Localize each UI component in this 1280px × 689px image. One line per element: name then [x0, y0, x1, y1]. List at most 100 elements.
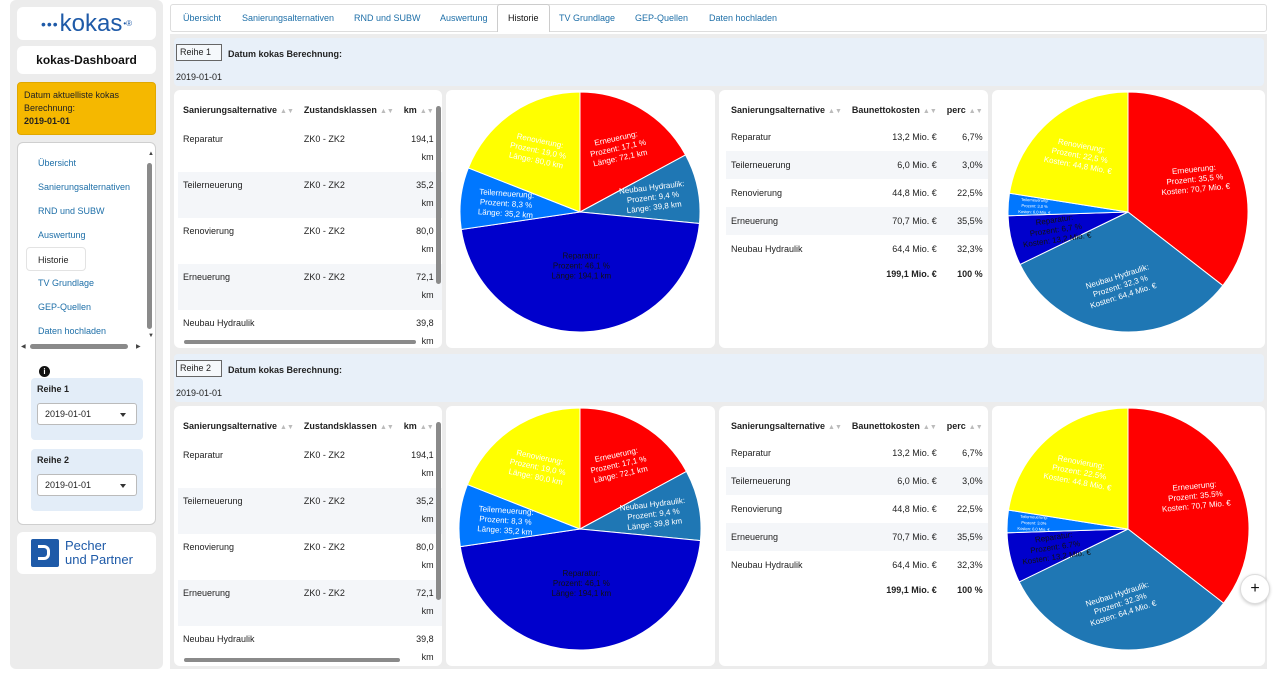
pie-slice-renovierung[interactable]	[466, 407, 581, 530]
main-content: Reihe 1 Datum kokas Berechnung: 2019-01-…	[170, 34, 1267, 669]
scroll-right-arrow-icon[interactable]: ▶	[136, 344, 141, 350]
sidebar-item-auswertung[interactable]: Auswertung	[38, 230, 86, 240]
chevron-down-icon	[120, 413, 126, 417]
table-row: Erneuerung ZK0 - ZK2 72,1 km	[178, 580, 442, 626]
table-row: Erneuerung 70,7 Mio. € 35,5%	[726, 207, 988, 235]
sidebar-item-gep-quellen[interactable]: GEP-Quellen	[38, 302, 92, 312]
tab-historie[interactable]: Historie	[497, 4, 550, 32]
cell-km-unit: km	[421, 198, 434, 208]
pie-slice-neubau-hydraulik[interactable]	[1018, 528, 1225, 651]
row1-length-pie-chart: Erneuerung:Prozent: 17,1 %Länge: 72,1 km…	[459, 91, 701, 333]
tab-daten-hochladen[interactable]: Daten hochladen	[709, 13, 778, 23]
col-header-km[interactable]: km ▲▼	[399, 96, 439, 126]
tab-gep-quellen[interactable]: GEP-Quellen	[635, 13, 689, 23]
tab-tv-grundlage[interactable]: TV Grundlage	[559, 13, 616, 23]
pie-label-line: Prozent: 3,0 %	[1021, 203, 1048, 209]
col-header-label: km	[403, 105, 417, 115]
cell-total-perc: 100 %	[957, 585, 983, 595]
tab-rnd-subw[interactable]: RND und SUBW	[354, 13, 421, 23]
cell-km-unit: km	[421, 290, 434, 300]
cell-cost: 70,7 Mio. €	[892, 532, 937, 542]
pecher-partner-logo: Pecher und Partner	[17, 532, 156, 574]
cell-km-unit: km	[421, 336, 434, 346]
col-header-baunettokosten[interactable]: Baunettokosten ▲▼	[847, 97, 942, 123]
col-header-sanierungsalternative[interactable]: Sanierungsalternative ▲▼	[726, 97, 847, 123]
cell-cost: 64,4 Mio. €	[892, 560, 937, 570]
col-header-label: Sanierungsalternative	[731, 421, 826, 431]
pie-label-line: Länge: 194,1 km	[552, 272, 612, 281]
cell-km-value: 72,1	[416, 588, 434, 598]
scroll-down-arrow-icon[interactable]: ▼	[148, 333, 154, 339]
cell-name: Erneuerung	[183, 272, 231, 282]
logo-dots: •••	[40, 15, 59, 32]
table-horizontal-scrollbar[interactable]	[184, 340, 416, 344]
pie-label-line: Teilerneuerung:	[479, 187, 535, 200]
table-row: Neubau Hydraulik 39,8 km	[178, 626, 442, 666]
sidebar-item-historie[interactable]: Historie	[26, 247, 86, 271]
pie-slice-reparatur[interactable]	[460, 211, 700, 333]
pecher-logo-icon	[31, 539, 59, 567]
pie-label-line: Prozent: 46,1 %	[553, 579, 610, 588]
cell-km: 35,2 km	[399, 172, 439, 218]
reihe1-select[interactable]: 2019-01-01	[37, 403, 137, 425]
pie-slice-neubau-hydraulik[interactable]	[1019, 211, 1224, 333]
col-header-perc[interactable]: perc ▲▼	[942, 97, 988, 123]
table-horizontal-scrollbar[interactable]	[184, 658, 400, 662]
sidebar-item-daten-hochladen[interactable]: Daten hochladen	[38, 326, 107, 336]
reihe2-label: Reihe 2	[37, 455, 70, 465]
pie-slice-erneuerung[interactable]	[579, 407, 688, 530]
col-header-km[interactable]: km ▲▼	[399, 412, 439, 442]
sidebar-item-rnd-subw[interactable]: RND und SUBW	[38, 206, 105, 216]
col-header-baunettokosten[interactable]: Baunettokosten ▲▼	[847, 413, 942, 439]
sort-icon: ▲▼	[922, 108, 937, 115]
col-header-sanierungsalternative[interactable]: Sanierungsalternative ▲▼	[178, 96, 299, 126]
pie-slice-renovierung[interactable]	[1008, 91, 1129, 213]
table-row: Renovierung ZK0 - ZK2 80,0 km	[178, 534, 442, 580]
cell-name: Reparatur	[731, 132, 772, 142]
tab-sanierungsalternativen[interactable]: Sanierungsalternativen	[242, 13, 335, 23]
col-header-label: km	[403, 421, 417, 431]
cell-km-unit: km	[421, 560, 434, 570]
cell-km-unit: km	[421, 244, 434, 254]
tab-auswertung[interactable]: Auswertung	[440, 13, 488, 23]
pie-slice-erneuerung[interactable]	[1127, 91, 1249, 287]
table-vertical-scrollbar[interactable]	[436, 422, 441, 600]
scroll-up-arrow-icon[interactable]: ▲	[148, 151, 154, 157]
nav-vertical-scrollbar[interactable]	[147, 163, 152, 329]
cell-name: Erneuerung	[731, 216, 779, 226]
pie-slice-reparatur[interactable]	[459, 528, 701, 651]
tab-uebersicht[interactable]: Übersicht	[183, 13, 222, 23]
cell-zk: ZK0 - ZK2	[303, 226, 345, 236]
cell-total-cost: 199,1 Mio. €	[886, 269, 937, 279]
nav-horizontal-scrollbar[interactable]	[30, 344, 128, 349]
sort-icon: ▲▼	[280, 424, 294, 431]
col-header-perc[interactable]: perc ▲▼	[942, 413, 988, 439]
pie-slice-erneuerung[interactable]	[1127, 407, 1250, 604]
pie-slice-renovierung[interactable]	[467, 91, 581, 213]
info-icon[interactable]: i	[39, 366, 50, 377]
reihe1-select-value: 2019-01-01	[45, 409, 92, 419]
current-date-info: Datum aktuelliste kokas Berechnung: 2019…	[17, 82, 156, 135]
pie-label-line: Kosten: 6.0 Mio. €	[1017, 526, 1050, 532]
col-header-zustandsklassen[interactable]: Zustandsklassen ▲▼	[299, 96, 399, 126]
sidebar-item-uebersicht[interactable]: Übersicht	[38, 158, 77, 168]
row2-cost-table: Sanierungsalternative ▲▼ Baunettokosten ▲▼…	[726, 413, 988, 601]
sidebar-item-sanierungsalternativen[interactable]: Sanierungsalternativen	[38, 182, 131, 192]
row1-cost-pie-chart: Erneuerung:Prozent: 35,5 %Kosten: 70,7 M…	[1007, 91, 1249, 333]
col-header-label: Baunettokosten	[851, 421, 920, 431]
col-header-zustandsklassen[interactable]: Zustandsklassen ▲▼	[299, 412, 399, 442]
cell-zk: ZK0 - ZK2	[303, 542, 345, 552]
table-vertical-scrollbar[interactable]	[436, 106, 441, 284]
cell-cost: 70,7 Mio. €	[892, 216, 937, 226]
pie-slice-renovierung[interactable]	[1007, 407, 1129, 530]
add-button[interactable]: +	[1240, 574, 1270, 604]
cell-zk: ZK0 - ZK2	[303, 496, 345, 506]
pie-label-teilerneuerung: Teilerneuerung:Prozent: 8,3 %Länge: 35,2…	[478, 187, 535, 220]
pie-slice-erneuerung[interactable]	[579, 91, 687, 213]
col-header-sanierungsalternative[interactable]: Sanierungsalternative ▲▼	[726, 413, 847, 439]
reihe2-select[interactable]: 2019-01-01	[37, 474, 137, 496]
scroll-left-arrow-icon[interactable]: ◀	[21, 344, 26, 350]
sidebar-item-tv-grundlage[interactable]: TV Grundlage	[38, 278, 95, 288]
col-header-sanierungsalternative[interactable]: Sanierungsalternative ▲▼	[178, 412, 299, 442]
table-row: Renovierung ZK0 - ZK2 80,0 km	[178, 218, 442, 264]
